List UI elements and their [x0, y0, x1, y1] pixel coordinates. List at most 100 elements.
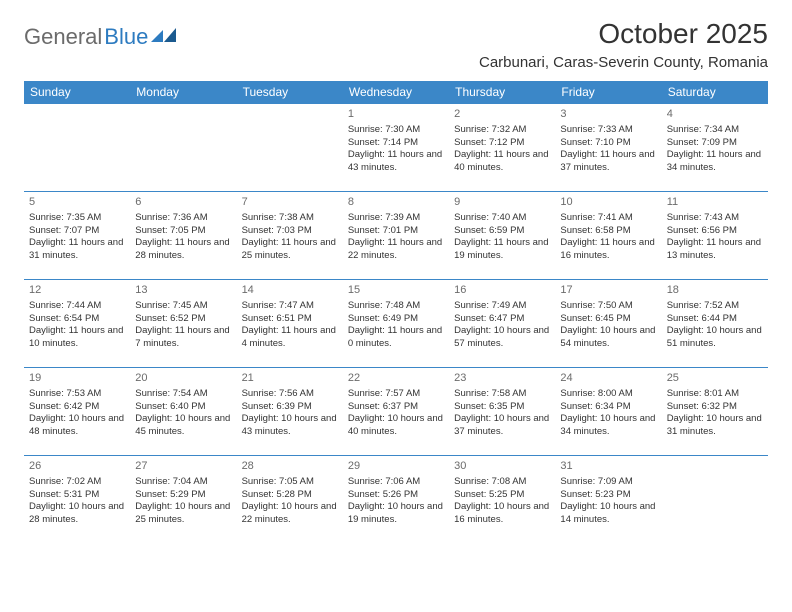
- calendar-cell: 12Sunrise: 7:44 AMSunset: 6:54 PMDayligh…: [24, 280, 130, 368]
- calendar-cell: [662, 456, 768, 544]
- sunrise-text: Sunrise: 8:01 AM: [667, 388, 763, 401]
- day-header: Saturday: [662, 81, 768, 104]
- sunrise-text: Sunrise: 7:30 AM: [348, 124, 444, 137]
- calendar-cell: 3Sunrise: 7:33 AMSunset: 7:10 PMDaylight…: [555, 104, 661, 192]
- daylight-text: Daylight: 10 hours and 31 minutes.: [667, 413, 763, 439]
- calendar-cell: 4Sunrise: 7:34 AMSunset: 7:09 PMDaylight…: [662, 104, 768, 192]
- sunset-text: Sunset: 5:26 PM: [348, 489, 444, 502]
- sunset-text: Sunset: 6:40 PM: [135, 401, 231, 414]
- calendar-cell: 5 Sunrise: 7:35 AMSunset: 7:07 PMDaylight…: [24, 192, 130, 280]
- calendar-cell: [24, 104, 130, 192]
- day-number: 6: [135, 195, 231, 210]
- day-number: 29: [348, 459, 444, 474]
- sunrise-text: Sunrise: 7:35 AM: [29, 212, 125, 225]
- logo-mark-icon: [151, 24, 177, 50]
- day-number: 7: [242, 195, 338, 210]
- calendar-cell: 31Sunrise: 7:09 AMSunset: 5:23 PMDayligh…: [555, 456, 661, 544]
- day-number: 13: [135, 283, 231, 298]
- day-number: 23: [454, 371, 550, 386]
- sunset-text: Sunset: 7:07 PM: [29, 225, 125, 238]
- day-number: 27: [135, 459, 231, 474]
- sunrise-text: Sunrise: 7:32 AM: [454, 124, 550, 137]
- daylight-text: Daylight: 10 hours and 43 minutes.: [242, 413, 338, 439]
- sunset-text: Sunset: 6:47 PM: [454, 313, 550, 326]
- day-header: Monday: [130, 81, 236, 104]
- sunset-text: Sunset: 6:56 PM: [667, 225, 763, 238]
- sunrise-text: Sunrise: 7:50 AM: [560, 300, 656, 313]
- sunset-text: Sunset: 7:05 PM: [135, 225, 231, 238]
- day-number: 20: [135, 371, 231, 386]
- daylight-text: Daylight: 10 hours and 28 minutes.: [29, 501, 125, 527]
- sunrise-text: Sunrise: 7:36 AM: [135, 212, 231, 225]
- daylight-text: Daylight: 11 hours and 4 minutes.: [242, 325, 338, 351]
- sunset-text: Sunset: 6:32 PM: [667, 401, 763, 414]
- daylight-text: Daylight: 11 hours and 22 minutes.: [348, 237, 444, 263]
- day-header: Tuesday: [237, 81, 343, 104]
- sunrise-text: Sunrise: 7:45 AM: [135, 300, 231, 313]
- daylight-text: Daylight: 11 hours and 19 minutes.: [454, 237, 550, 263]
- calendar-cell: 21Sunrise: 7:56 AMSunset: 6:39 PMDayligh…: [237, 368, 343, 456]
- daylight-text: Daylight: 11 hours and 0 minutes.: [348, 325, 444, 351]
- sunrise-text: Sunrise: 7:47 AM: [242, 300, 338, 313]
- sunrise-text: Sunrise: 7:43 AM: [667, 212, 763, 225]
- daylight-text: Daylight: 11 hours and 10 minutes.: [29, 325, 125, 351]
- calendar-body: 1Sunrise: 7:30 AMSunset: 7:14 PMDaylight…: [24, 104, 768, 544]
- header: General Blue October 2025 Carbunari, Car…: [24, 18, 768, 75]
- calendar-row: 12Sunrise: 7:44 AMSunset: 6:54 PMDayligh…: [24, 280, 768, 368]
- day-number: 10: [560, 195, 656, 210]
- sunset-text: Sunset: 7:01 PM: [348, 225, 444, 238]
- sunset-text: Sunset: 6:42 PM: [29, 401, 125, 414]
- calendar-cell: 1Sunrise: 7:30 AMSunset: 7:14 PMDaylight…: [343, 104, 449, 192]
- sunrise-text: Sunrise: 7:09 AM: [560, 476, 656, 489]
- day-number: 12: [29, 283, 125, 298]
- calendar-row: 1Sunrise: 7:30 AMSunset: 7:14 PMDaylight…: [24, 104, 768, 192]
- sunset-text: Sunset: 5:25 PM: [454, 489, 550, 502]
- day-number: 28: [242, 459, 338, 474]
- sunrise-text: Sunrise: 7:52 AM: [667, 300, 763, 313]
- calendar-cell: 19Sunrise: 7:53 AMSunset: 6:42 PMDayligh…: [24, 368, 130, 456]
- daylight-text: Daylight: 10 hours and 37 minutes.: [454, 413, 550, 439]
- sunrise-text: Sunrise: 7:53 AM: [29, 388, 125, 401]
- calendar-row: 5Sunrise: 7:35 AMSunset: 7:07 PMDaylight…: [24, 192, 768, 280]
- sunrise-text: Sunrise: 7:40 AM: [454, 212, 550, 225]
- sunset-text: Sunset: 6:35 PM: [454, 401, 550, 414]
- sunset-text: Sunset: 5:29 PM: [135, 489, 231, 502]
- day-number: 14: [242, 283, 338, 298]
- day-number: 19: [29, 371, 125, 386]
- day-header: Sunday: [24, 81, 130, 104]
- sunset-text: Sunset: 7:10 PM: [560, 137, 656, 150]
- brand-part2: Blue: [104, 24, 148, 50]
- day-number: 5: [29, 195, 125, 210]
- daylight-text: Daylight: 11 hours and 34 minutes.: [667, 149, 763, 175]
- sunset-text: Sunset: 6:45 PM: [560, 313, 656, 326]
- sunrise-text: Sunrise: 7:02 AM: [29, 476, 125, 489]
- sunset-text: Sunset: 6:49 PM: [348, 313, 444, 326]
- calendar-cell: 24Sunrise: 8:00 AMSunset: 6:34 PMDayligh…: [555, 368, 661, 456]
- daylight-text: Daylight: 11 hours and 13 minutes.: [667, 237, 763, 263]
- daylight-text: Daylight: 11 hours and 7 minutes.: [135, 325, 231, 351]
- calendar-cell: 30Sunrise: 7:08 AMSunset: 5:25 PMDayligh…: [449, 456, 555, 544]
- day-number: 2: [454, 107, 550, 122]
- calendar-cell: 7Sunrise: 7:38 AMSunset: 7:03 PMDaylight…: [237, 192, 343, 280]
- calendar-cell: 26Sunrise: 7:02 AMSunset: 5:31 PMDayligh…: [24, 456, 130, 544]
- daylight-text: Daylight: 10 hours and 51 minutes.: [667, 325, 763, 351]
- sunset-text: Sunset: 6:34 PM: [560, 401, 656, 414]
- sunrise-text: Sunrise: 7:38 AM: [242, 212, 338, 225]
- calendar-cell: 18Sunrise: 7:52 AMSunset: 6:44 PMDayligh…: [662, 280, 768, 368]
- calendar-cell: 23Sunrise: 7:58 AMSunset: 6:35 PMDayligh…: [449, 368, 555, 456]
- daylight-text: Daylight: 11 hours and 28 minutes.: [135, 237, 231, 263]
- calendar-cell: [130, 104, 236, 192]
- daylight-text: Daylight: 10 hours and 45 minutes.: [135, 413, 231, 439]
- day-number: 25: [667, 371, 763, 386]
- daylight-text: Daylight: 10 hours and 57 minutes.: [454, 325, 550, 351]
- sunset-text: Sunset: 6:58 PM: [560, 225, 656, 238]
- day-number: 3: [560, 107, 656, 122]
- calendar-cell: 9Sunrise: 7:40 AMSunset: 6:59 PMDaylight…: [449, 192, 555, 280]
- sunset-text: Sunset: 6:51 PM: [242, 313, 338, 326]
- sunset-text: Sunset: 7:03 PM: [242, 225, 338, 238]
- daylight-text: Daylight: 11 hours and 31 minutes.: [29, 237, 125, 263]
- sunset-text: Sunset: 6:52 PM: [135, 313, 231, 326]
- day-number: 16: [454, 283, 550, 298]
- calendar-cell: 10Sunrise: 7:41 AMSunset: 6:58 PMDayligh…: [555, 192, 661, 280]
- sunset-text: Sunset: 6:37 PM: [348, 401, 444, 414]
